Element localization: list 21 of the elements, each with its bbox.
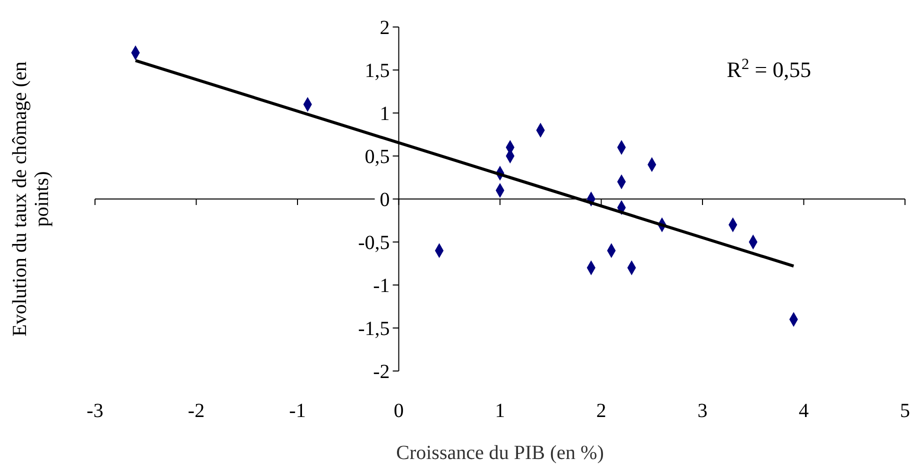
- annotation: R$^{2}$ = 0,55: [726, 56, 812, 82]
- y-tick-label: -2: [373, 361, 390, 383]
- x-tick-label: 2: [596, 400, 606, 422]
- x-tick-label: -3: [86, 400, 104, 422]
- x-tick-label: 1: [495, 400, 505, 422]
- y-tick-label: -1,5: [358, 318, 390, 340]
- x-tick-label: -1: [289, 400, 306, 422]
- y-tick-label: -1: [373, 275, 390, 297]
- x-tick-label: 4: [798, 400, 809, 422]
- y-tick-label: 2: [380, 17, 390, 39]
- x-tick-label: 5: [900, 400, 910, 422]
- y-axis-title: Evolution du taux de chômage (en points): [9, 62, 53, 336]
- x-axis-title: Croissance du PIB (en %): [396, 442, 604, 464]
- x-tick-label: -2: [188, 400, 205, 422]
- y-tick-label: 1: [380, 103, 390, 125]
- y-tick-label: 0,5: [364, 146, 390, 168]
- y-tick-label: 0: [380, 189, 390, 211]
- y-tick-label: 1,5: [364, 60, 390, 82]
- y-tick-label: -0,5: [358, 232, 390, 254]
- x-tick-label: 0: [394, 400, 404, 422]
- x-tick-label: 3: [698, 400, 708, 422]
